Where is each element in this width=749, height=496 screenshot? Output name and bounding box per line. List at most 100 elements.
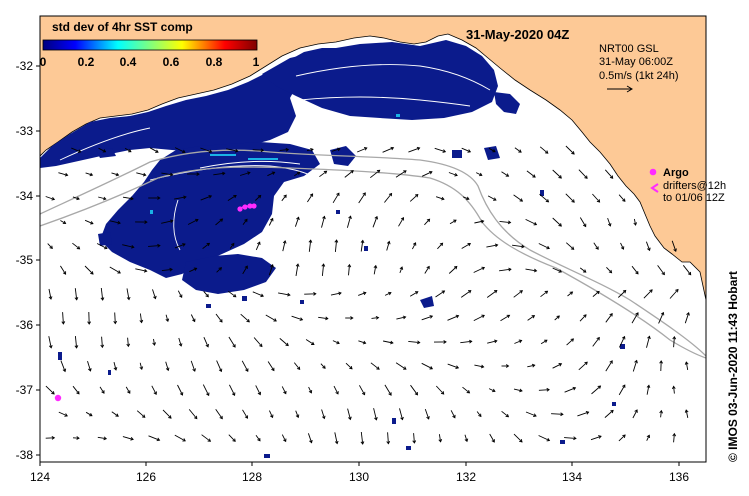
current-vector-head [480, 364, 485, 369]
current-vector [126, 288, 130, 300]
current-vector [421, 362, 433, 370]
current-vector-head [453, 219, 457, 223]
current-vector-head [62, 271, 67, 275]
current-vector-head [182, 149, 186, 154]
current-vector [513, 433, 523, 443]
current-vector-head [596, 336, 600, 341]
current-vector [227, 195, 237, 201]
current-vector-head [675, 288, 679, 293]
current-vector-head [142, 172, 147, 177]
current-vector [540, 339, 548, 345]
current-vector [564, 387, 576, 393]
current-vector-head [76, 436, 80, 440]
current-vector-head [334, 440, 339, 445]
argo-point [251, 203, 257, 209]
current-vector [344, 170, 354, 178]
current-vector-head [388, 192, 393, 197]
current-vector-head [283, 438, 287, 443]
current-vector-head [322, 365, 326, 369]
colorbar-tick: 0.6 [163, 55, 180, 69]
current-vector-head [621, 335, 626, 340]
current-vector-head [582, 269, 587, 273]
current-vector-head [165, 318, 170, 322]
current-vector-head [416, 146, 421, 151]
current-vector [514, 147, 522, 153]
current-vector-head [558, 269, 563, 273]
current-vector [332, 192, 340, 204]
current-vector [435, 385, 445, 395]
current-vector-head [153, 391, 157, 395]
current-vector [383, 340, 393, 344]
current-vector [125, 386, 131, 394]
current-vector-head [308, 390, 313, 394]
current-vector [464, 434, 468, 442]
current-vector-head [494, 243, 499, 248]
current-vector [109, 266, 121, 274]
current-vector-head [469, 339, 473, 344]
current-vector-head [646, 434, 651, 439]
current-vector-head [232, 438, 236, 442]
current-vector [412, 242, 416, 250]
current-vector-head [143, 268, 148, 273]
current-vector [252, 149, 264, 151]
current-vector-head [77, 149, 82, 153]
current-vector-head [363, 291, 367, 296]
current-vector-head [182, 438, 186, 442]
current-vector [372, 216, 378, 228]
current-vector [242, 219, 248, 225]
current-vector [447, 315, 459, 321]
current-vector [96, 243, 108, 249]
current-vector [188, 409, 198, 419]
current-vector-head [101, 390, 105, 394]
current-vector-head [361, 391, 366, 396]
current-vector-head [257, 241, 261, 245]
current-vector [620, 242, 624, 250]
current-vector-head [222, 171, 226, 176]
current-vector [60, 220, 66, 224]
current-vector-head [299, 317, 304, 321]
current-vector-head [48, 345, 53, 349]
current-vector [319, 170, 327, 178]
current-vector [295, 410, 299, 418]
current-vector [476, 411, 482, 417]
y-tick-label: -37 [16, 383, 34, 397]
argo-point [242, 204, 248, 210]
current-vector [72, 196, 80, 200]
current-vector-head [595, 246, 599, 250]
current-vector-head [168, 415, 172, 419]
current-vector-head [412, 242, 417, 246]
current-vector-head [208, 194, 213, 199]
current-vector [74, 288, 78, 300]
current-vector-head [439, 242, 444, 246]
current-vector [148, 435, 160, 441]
current-vector-head [390, 146, 395, 151]
current-vector [564, 437, 576, 439]
current-vector-head [388, 392, 392, 396]
current-vector-head [311, 341, 315, 345]
current-vector [165, 361, 169, 371]
current-vector [447, 363, 459, 369]
current-vector [565, 145, 575, 155]
current-vector-head [388, 291, 392, 296]
current-vector [450, 410, 456, 418]
credit-text: © IMOS 03-Jun-2020 11:43 Hobart [726, 271, 740, 462]
current-vector [359, 385, 365, 395]
current-vector [136, 172, 146, 176]
current-vector-head [76, 390, 80, 395]
current-vector [62, 312, 64, 324]
x-tick-label: 128 [242, 470, 262, 484]
current-vector [435, 290, 445, 298]
current-vector [386, 241, 390, 251]
current-vector-head [598, 435, 602, 439]
current-vector-head [493, 197, 497, 201]
argo-legend-line2: to 01/06 12Z [663, 192, 725, 204]
current-vector [100, 287, 104, 301]
current-vector [409, 194, 419, 202]
current-vector-head [49, 245, 53, 250]
current-vector-head [347, 263, 352, 268]
current-vector [499, 268, 511, 272]
current-vector-head [635, 271, 639, 275]
current-vector [333, 385, 339, 395]
current-vector-head [247, 171, 251, 175]
